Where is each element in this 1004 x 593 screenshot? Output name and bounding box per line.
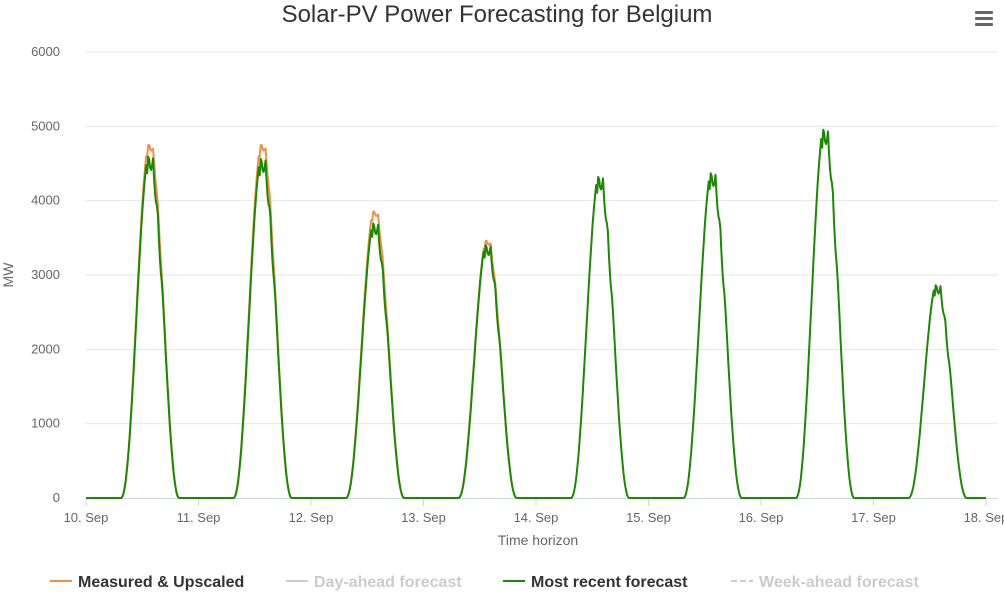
gridlines	[86, 51, 998, 425]
series-lines	[86, 128, 986, 499]
y-tick-label: 3000	[31, 267, 60, 282]
legend-item[interactable]: Most recent forecast	[503, 574, 688, 591]
legend-item[interactable]: Day-ahead forecast	[286, 574, 462, 591]
y-axis-tick-labels: 0 1000 2000 3000 4000 5000 6000	[31, 44, 60, 505]
y-tick-label: 5000	[31, 118, 60, 133]
legend-item[interactable]: Measured & Upscaled	[50, 574, 244, 591]
hamburger-menu-icon	[975, 11, 993, 26]
y-tick-label: 6000	[31, 44, 60, 59]
legend-item[interactable]: Week-ahead forecast	[731, 574, 919, 591]
x-axis-tick-labels: 10. Sep 11. Sep 12. Sep 13. Sep 14. Sep 15. S…	[64, 510, 1004, 525]
x-axis	[85, 498, 998, 506]
x-tick-label: 13. Sep	[401, 510, 446, 525]
x-tick-label: 15. Sep	[626, 510, 671, 525]
y-tick-label: 1000	[31, 416, 60, 431]
series-line-most-recent-forecast	[86, 128, 986, 499]
legend: Measured & Upscaled Day-ahead forecast Mos…	[50, 574, 919, 591]
x-tick-label: 11. Sep	[177, 510, 221, 525]
legend-label: Most recent forecast	[531, 574, 688, 591]
x-tick-label: 17. Sep	[851, 510, 896, 525]
x-tick-label: 14. Sep	[514, 510, 559, 525]
legend-label: Week-ahead forecast	[759, 574, 919, 591]
x-axis-title: Time horizon	[498, 532, 578, 548]
legend-label: Day-ahead forecast	[314, 574, 462, 591]
y-axis-title: MW	[0, 262, 16, 288]
chart-title: Solar-PV Power Forecasting for Belgium	[282, 1, 713, 28]
x-tick-label: 16. Sep	[739, 510, 784, 525]
y-tick-label: 2000	[31, 341, 60, 356]
x-tick-label: 12. Sep	[289, 510, 334, 525]
context-menu-button[interactable]	[970, 6, 996, 32]
legend-label: Measured & Upscaled	[78, 574, 244, 591]
y-tick-label: 4000	[31, 193, 60, 208]
y-tick-label: 0	[53, 490, 60, 505]
x-tick-label: 10. Sep	[64, 510, 109, 525]
x-tick-label: 18. Sep	[964, 510, 1004, 525]
